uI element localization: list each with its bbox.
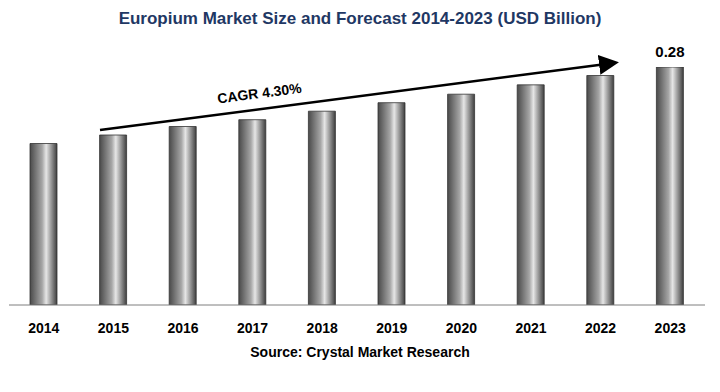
svg-text:Source: Crystal Market Researc: Source: Crystal Market Research xyxy=(250,344,469,360)
svg-text:CAGR 4.30%: CAGR 4.30% xyxy=(216,80,303,107)
svg-text:2019: 2019 xyxy=(376,320,407,336)
svg-text:2020: 2020 xyxy=(446,320,477,336)
svg-text:0.28: 0.28 xyxy=(655,43,684,60)
svg-text:2017: 2017 xyxy=(237,320,268,336)
svg-text:2016: 2016 xyxy=(167,320,198,336)
svg-text:2022: 2022 xyxy=(585,320,616,336)
svg-text:2015: 2015 xyxy=(98,320,129,336)
svg-text:2023: 2023 xyxy=(655,320,686,336)
svg-text:2018: 2018 xyxy=(307,320,338,336)
svg-text:2021: 2021 xyxy=(515,320,546,336)
svg-text:Europium Market Size and Forec: Europium Market Size and Forecast 2014-2… xyxy=(119,9,602,28)
svg-text:2014: 2014 xyxy=(28,320,59,336)
